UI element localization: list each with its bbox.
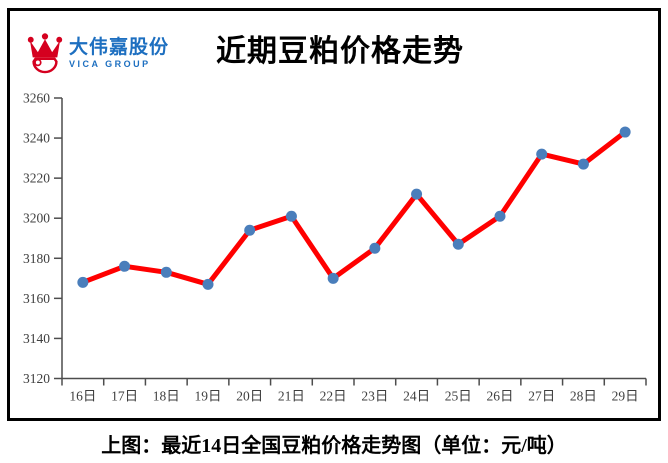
data-point-marker [160, 266, 172, 278]
price-line [80, 129, 628, 287]
data-point-marker [577, 158, 589, 170]
y-axis-label: 3220 [23, 171, 50, 186]
y-axis-label: 3140 [23, 331, 50, 346]
x-axis-label: 22日 [320, 389, 347, 404]
x-axis-label: 20日 [236, 389, 263, 404]
y-axis-label: 3200 [23, 211, 50, 226]
y-axis-label: 3240 [23, 131, 50, 146]
x-axis-label: 26日 [487, 389, 514, 404]
data-point-marker [244, 224, 256, 236]
x-axis-label: 16日 [69, 389, 96, 404]
chart-title: 近期豆粕价格走势 [216, 35, 464, 68]
x-axis-label: 28日 [570, 389, 597, 404]
x-axis-label: 18日 [153, 389, 180, 404]
data-point-marker [77, 276, 89, 288]
logo-company-name: 大伟嘉股份 [69, 37, 170, 59]
data-point-marker [327, 272, 339, 284]
chart-frame [7, 8, 661, 421]
y-axis-label: 3260 [23, 91, 50, 106]
chart-caption: 上图：最近14日全国豆粕价格走势图（单位：元/吨） [101, 435, 567, 457]
y-axis-label: 3180 [23, 251, 50, 266]
data-point-marker [285, 210, 297, 222]
data-point-marker [369, 242, 381, 254]
data-point-marker [536, 148, 548, 160]
y-axis-label: 3120 [23, 371, 50, 386]
y-axis-label: 3160 [23, 291, 50, 306]
x-axis-label: 29日 [612, 389, 639, 404]
data-point-marker [619, 126, 631, 138]
data-point-marker [119, 260, 131, 272]
logo-text: 大伟嘉股份 VICA GROUP [69, 38, 169, 69]
company-logo: 大伟嘉股份 VICA GROUP [26, 33, 169, 75]
data-point-marker [411, 188, 423, 200]
x-axis-label: 19日 [195, 389, 222, 404]
x-axis-label: 23日 [361, 389, 388, 404]
data-point-marker [452, 238, 464, 250]
x-axis-label: 24日 [403, 389, 430, 404]
crown-icon [27, 33, 63, 74]
data-point-marker [202, 278, 214, 290]
x-axis-label: 25日 [445, 389, 472, 404]
data-point-marker [494, 210, 506, 222]
x-axis-label: 21日 [278, 389, 305, 404]
x-axis-label: 27日 [528, 389, 555, 404]
x-axis-label: 17日 [111, 389, 138, 404]
logo-group-name: VICA GROUP [69, 59, 151, 70]
